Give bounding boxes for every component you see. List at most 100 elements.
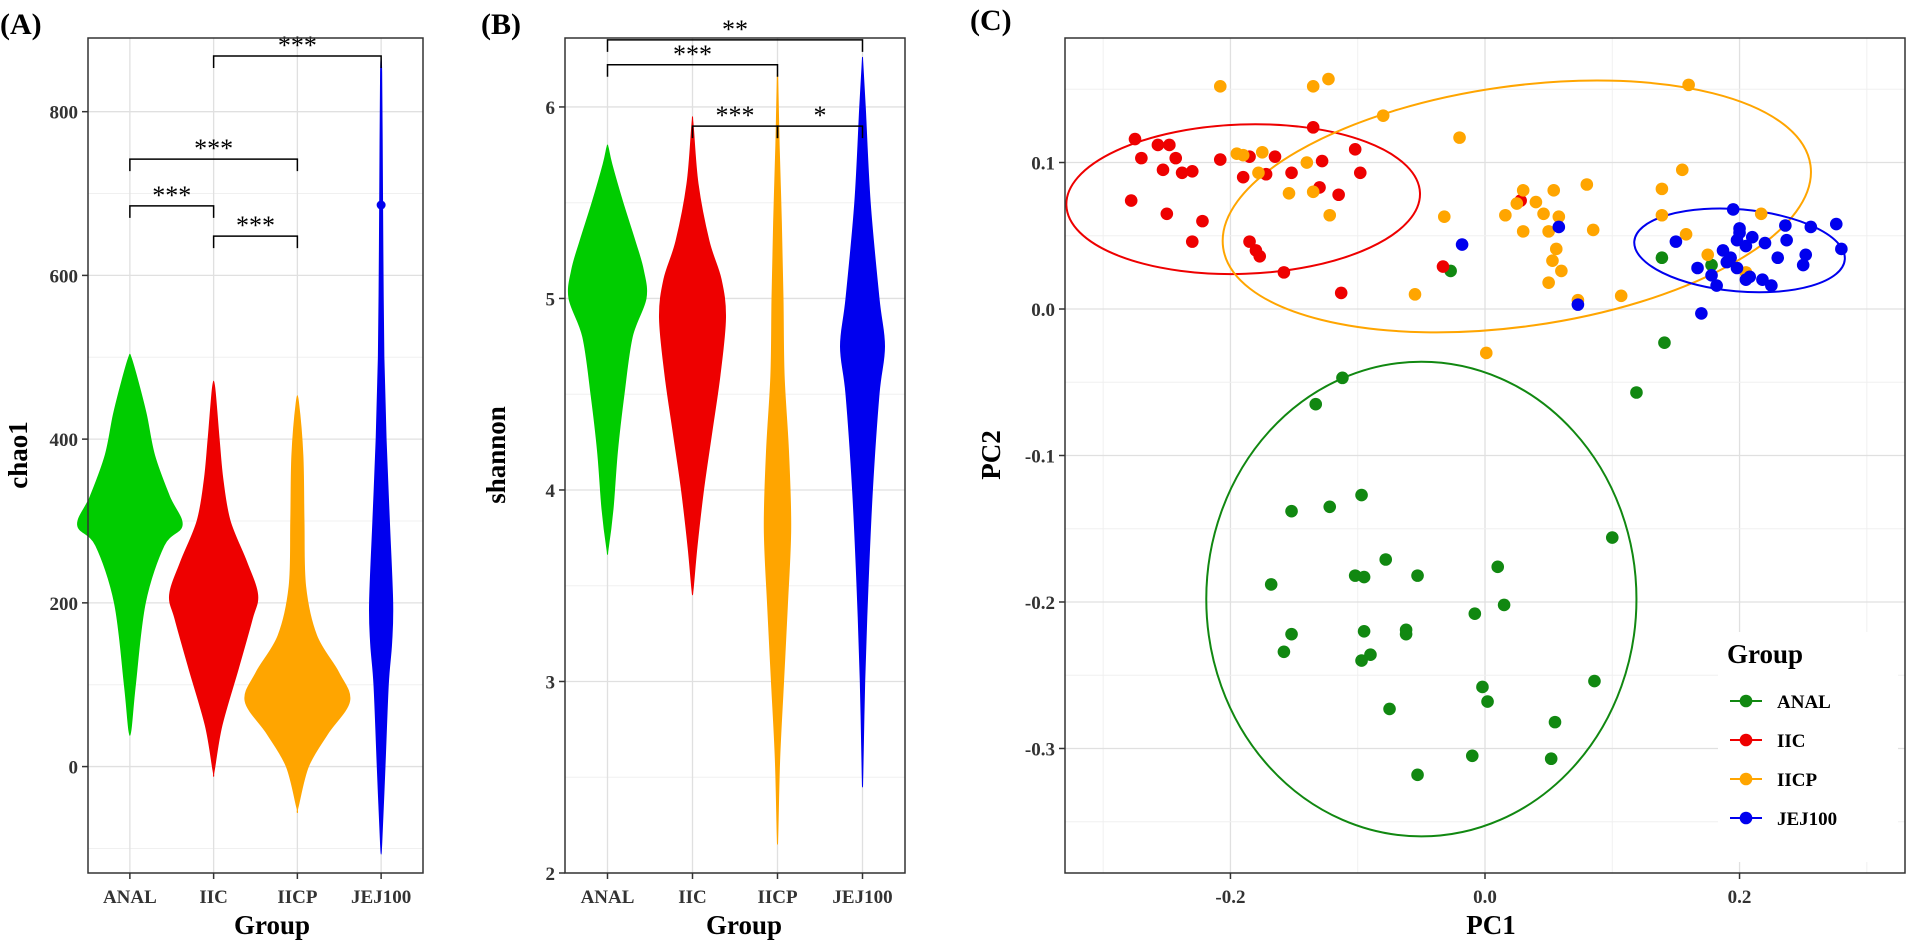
b-y-tick-label: 5 (546, 289, 556, 310)
c-point-jej100 (1799, 248, 1813, 262)
a-significance-label: *** (236, 211, 275, 240)
a-y-tick-label: 0 (69, 758, 79, 779)
panel-c-y-axis-title: PC2 (976, 430, 1006, 480)
c-point-iic (1196, 214, 1209, 228)
c-point-anal (1476, 680, 1489, 694)
a-x-tick-label: IICP (277, 887, 318, 908)
panel-c-x-axis-title: PC1 (1466, 910, 1516, 940)
c-point-anal (1364, 648, 1377, 662)
a-y-tick-label: 600 (50, 266, 79, 287)
c-point-anal (1379, 553, 1393, 566)
c-point-iic (1353, 166, 1367, 180)
a-bracket-iic-iicp (212, 235, 299, 249)
c-point-jej100 (1739, 239, 1753, 253)
c-point-anal (1357, 570, 1371, 584)
panel-b-y-axis-title: shannon (481, 406, 511, 504)
c-point-iicp (1479, 346, 1493, 360)
c-point-anal (1357, 624, 1371, 638)
a-violin-jej100 (368, 56, 394, 855)
panel-c: (C) Group ANAL IIC IICP JEJ100 0.1 0.0 -0.1 -0.… (970, 4, 1906, 940)
c-x-tick-label: -0.2 (1215, 887, 1245, 908)
c-point-iicp (1542, 276, 1555, 289)
panel-b-frame (564, 37, 906, 874)
c-y-tick-label: -0.3 (1025, 739, 1055, 760)
panel-a-outliers (376, 200, 386, 210)
b-violin-jej100 (839, 56, 886, 788)
c-point-jej100 (1691, 261, 1704, 275)
c-point-jej100 (1710, 279, 1723, 292)
c-point-iicp (1408, 288, 1422, 301)
panel-b-violins (567, 56, 886, 845)
c-point-jej100 (1743, 270, 1757, 284)
c-x-tick-label: 0.2 (1728, 887, 1752, 908)
panel-c-confidence-ellipses (1065, 79, 1846, 838)
c-point-iicp (1675, 163, 1689, 177)
b-violin-anal (567, 144, 648, 555)
a-bracket-anal-iic (129, 205, 215, 218)
c-point-iicp (1236, 148, 1250, 162)
b-significance-label: *** (673, 40, 712, 69)
c-point-iicp (1542, 225, 1555, 238)
c-point-iicp (1510, 197, 1524, 210)
c-point-iicp (1453, 131, 1466, 144)
c-point-iicp (1300, 156, 1314, 169)
c-point-jej100 (1730, 261, 1744, 275)
c-point-iicp (1754, 207, 1768, 221)
c-point-anal (1548, 715, 1562, 729)
panel-a-label: (A) (0, 8, 42, 41)
c-point-jej100 (1771, 251, 1785, 265)
c-point-anal (1323, 500, 1337, 514)
c-point-iic (1156, 163, 1170, 177)
c-point-iicp (1546, 254, 1559, 267)
panel-c-label: (C) (970, 4, 1012, 37)
c-point-iicp (1555, 264, 1568, 278)
c-point-iic (1332, 188, 1345, 202)
c-point-iic (1334, 286, 1348, 300)
a-x-tick-label: JEJ100 (351, 887, 411, 908)
a-y-tick-label: 800 (50, 103, 79, 124)
c-point-iicp (1282, 186, 1296, 200)
c-point-iicp (1306, 80, 1320, 93)
c-point-anal (1588, 674, 1601, 688)
c-point-iic (1315, 154, 1329, 168)
a-outlier-jej100 (376, 200, 386, 210)
c-point-anal (1497, 598, 1511, 612)
a-y-tick-label: 400 (50, 430, 79, 451)
c-point-anal (1705, 258, 1718, 272)
c-point-anal (1411, 768, 1424, 782)
c-point-jej100 (1758, 236, 1772, 250)
c-point-iicp (1679, 227, 1693, 241)
panel-a-significance-brackets: ************ (129, 31, 382, 249)
c-point-anal (1355, 488, 1368, 502)
c-point-jej100 (1552, 220, 1566, 234)
c-x-tick-label: 0.0 (1473, 887, 1497, 908)
b-violin-iic (658, 116, 727, 596)
b-y-tick-label: 2 (546, 864, 556, 885)
c-point-anal (1658, 336, 1671, 350)
c-point-iicp (1682, 78, 1695, 92)
panel-b-label: (B) (481, 8, 521, 41)
c-point-iic (1175, 166, 1189, 180)
c-point-iic (1135, 151, 1148, 165)
c-point-iicp (1547, 184, 1561, 197)
b-significance-label: *** (716, 101, 755, 130)
a-violin-iic (168, 380, 259, 777)
c-point-jej100 (1695, 307, 1708, 320)
c-point-iicp (1306, 185, 1320, 199)
c-point-iicp (1322, 72, 1335, 86)
c-point-anal (1465, 749, 1479, 763)
c-point-jej100 (1796, 258, 1810, 272)
a-y-tick-label: 200 (50, 594, 79, 615)
legend-label-iicp: IICP (1777, 770, 1818, 791)
a-x-tick-label: ANAL (103, 887, 157, 908)
c-ellipse-jej100 (1633, 207, 1846, 294)
c-point-anal (1285, 627, 1298, 641)
panel-a-frame (87, 37, 424, 874)
c-point-iic (1268, 150, 1282, 163)
c-point-iic (1213, 153, 1227, 166)
c-point-anal (1491, 560, 1505, 574)
c-y-tick-label: -0.1 (1025, 447, 1055, 468)
b-bracket-anal-iicp (606, 64, 779, 77)
c-point-iicp (1655, 208, 1669, 222)
c-point-iic (1243, 235, 1256, 248)
